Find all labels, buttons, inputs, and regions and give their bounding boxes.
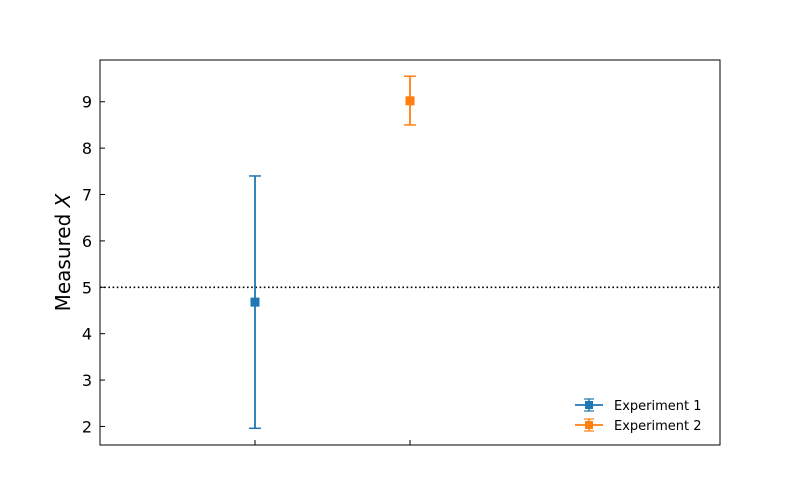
legend-label: Experiment 2 xyxy=(614,419,702,434)
y-tick-label: 2 xyxy=(82,417,92,436)
y-axis-label: Measured X xyxy=(51,192,75,311)
data-point xyxy=(250,297,260,307)
series-1 xyxy=(249,175,261,430)
y-tick-label: 7 xyxy=(82,186,92,205)
legend-label: Experiment 1 xyxy=(614,399,702,414)
y-tick-label: 9 xyxy=(82,93,92,112)
y-tick-label: 6 xyxy=(82,232,92,251)
legend-marker xyxy=(585,421,593,429)
x-axis-ticks xyxy=(254,440,411,445)
plot-frame xyxy=(99,59,721,446)
y-tick-label: 3 xyxy=(82,371,92,390)
legend-item: Experiment 2 xyxy=(575,418,702,434)
y-tick-label: 4 xyxy=(82,325,92,344)
legend: Experiment 1 Experiment 2 xyxy=(575,398,702,434)
y-axis-label-text: Measured xyxy=(51,207,75,311)
legend-item: Experiment 1 xyxy=(575,398,702,414)
legend-marker xyxy=(585,401,593,409)
y-axis-ticks: 2 3 4 5 6 7 8 9 xyxy=(82,93,105,436)
y-tick-label: 5 xyxy=(82,278,92,297)
series-2 xyxy=(404,75,416,126)
data-series xyxy=(249,75,416,430)
data-point xyxy=(405,96,415,106)
y-tick-label: 8 xyxy=(82,139,92,158)
y-axis-label-symbol: X xyxy=(51,192,75,208)
